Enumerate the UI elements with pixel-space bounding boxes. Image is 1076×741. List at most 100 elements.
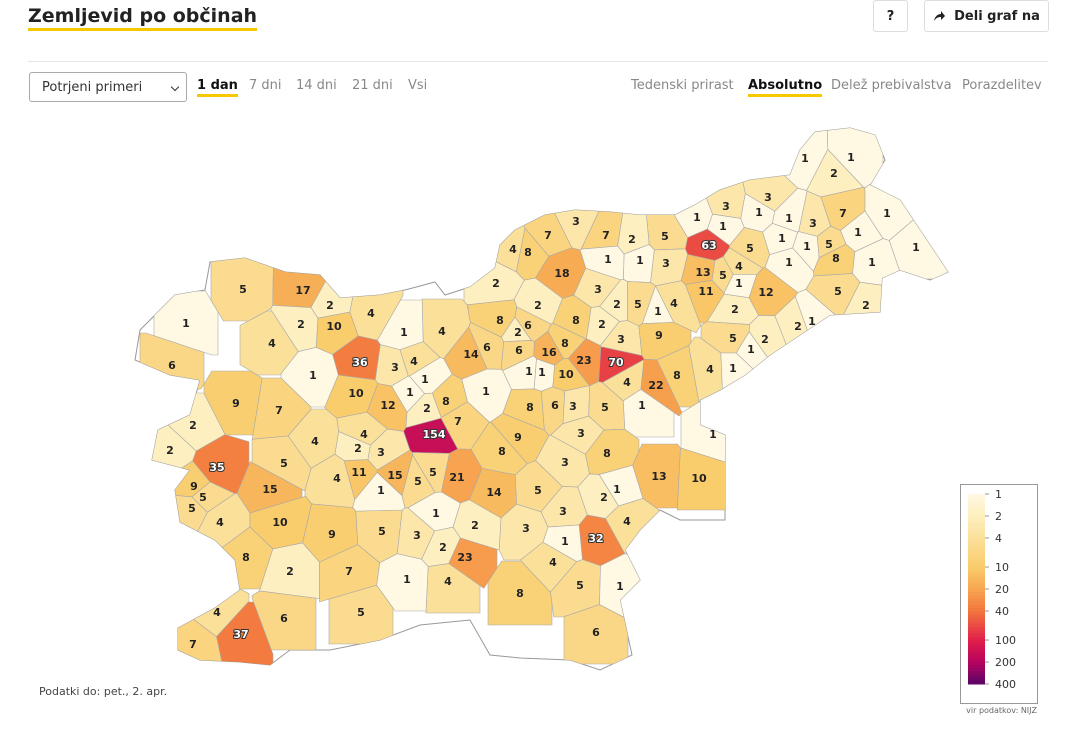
legend-swatch <box>968 557 985 561</box>
municipality-label: 5 <box>634 298 642 311</box>
period-tab[interactable]: 1 dan <box>197 78 238 97</box>
municipality-label: 2 <box>354 442 362 455</box>
municipality-label: 8 <box>524 246 532 259</box>
municipality-label: 10 <box>691 472 707 485</box>
legend-swatch <box>968 598 985 603</box>
legend-swatch <box>968 601 985 606</box>
municipality-label: 2 <box>326 299 334 312</box>
municipality-label: 2 <box>598 318 606 331</box>
period-tab[interactable]: 7 dni <box>249 78 282 93</box>
legend-swatch <box>968 630 985 634</box>
legend-swatch <box>968 497 985 501</box>
legend-swatch <box>968 532 985 536</box>
municipality-label: 5 <box>729 332 737 345</box>
municipality-label: 1 <box>735 277 743 290</box>
municipality-label: 5 <box>534 484 542 497</box>
municipality <box>498 503 549 561</box>
municipality-label: 35 <box>209 461 224 474</box>
municipality-label: 8 <box>526 401 534 414</box>
municipality-label: 5 <box>280 457 288 470</box>
municipality-label: 7 <box>454 415 462 428</box>
period-tab[interactable]: 14 dni <box>296 78 337 93</box>
period-tab[interactable]: Vsi <box>408 78 428 93</box>
legend-swatch <box>968 494 985 498</box>
municipality-label: 3 <box>391 361 399 374</box>
period-tab[interactable]: 21 dni <box>352 78 393 93</box>
legend-swatch <box>968 551 985 555</box>
municipality-label: 1 <box>400 326 408 339</box>
municipality-label: 1 <box>755 206 763 219</box>
municipality-label: 5 <box>429 466 437 479</box>
legend-swatch <box>968 680 985 685</box>
municipality-label: 21 <box>449 471 464 484</box>
municipality-label: 7 <box>839 207 847 220</box>
municipality-label: 5 <box>661 230 669 243</box>
municipality-label: 15 <box>387 469 402 482</box>
municipality-label: 23 <box>576 354 591 367</box>
municipality-label: 8 <box>498 445 506 458</box>
legend-swatch <box>968 655 985 660</box>
footnote: Podatki do: pet., 2. apr. <box>39 685 168 698</box>
municipality-label: 3 <box>662 257 670 270</box>
legend-swatch <box>968 516 985 520</box>
municipality <box>645 203 688 251</box>
municipality-label: 2 <box>761 333 769 346</box>
municipality-label: 6 <box>515 344 523 357</box>
legend-swatch <box>968 611 985 615</box>
municipality-label: 9 <box>514 431 522 444</box>
municipality-label: 2 <box>628 233 636 246</box>
municipality <box>563 604 629 665</box>
municipality-label: 1 <box>525 365 533 378</box>
legend-swatch <box>968 671 985 675</box>
municipality-label: 5 <box>825 238 833 251</box>
municipality-label: 2 <box>514 326 522 339</box>
municipality-label: 1 <box>912 241 920 254</box>
municipality-label: 1 <box>604 253 612 266</box>
municipality-label: 1 <box>432 507 440 520</box>
legend-swatch <box>968 636 985 641</box>
measure-select[interactable]: Potrjeni primeri <box>29 72 187 102</box>
mode-tab[interactable]: Tedenski prirast <box>631 78 734 93</box>
municipality-label: 1 <box>854 226 862 239</box>
municipality-label: 9 <box>190 480 198 493</box>
municipality-label: 2 <box>492 277 500 290</box>
legend-swatch <box>968 617 985 622</box>
municipality-label: 2 <box>862 299 870 312</box>
municipality-label: 3 <box>377 446 385 459</box>
share-button[interactable]: Deli graf na <box>924 0 1049 32</box>
municipality-label: 8 <box>832 252 840 265</box>
municipality-label: 10 <box>272 516 288 529</box>
municipality-label: 10 <box>558 368 574 381</box>
municipality-label: 6 <box>524 319 532 332</box>
municipality-label: 4 <box>438 325 446 338</box>
help-button[interactable]: ? <box>873 0 908 32</box>
legend-swatch <box>968 563 985 568</box>
legend-swatch <box>968 503 985 508</box>
municipality <box>421 298 471 359</box>
municipality-label: 13 <box>651 470 666 483</box>
municipality-label: 70 <box>608 356 624 369</box>
municipality-label: 63 <box>701 239 716 252</box>
divider <box>28 61 1048 62</box>
municipality <box>251 590 317 651</box>
municipality-label: 4 <box>216 516 224 529</box>
municipality <box>270 304 319 352</box>
mode-tab[interactable]: Delež prebivalstva <box>831 78 952 93</box>
municipality-label: 1 <box>638 399 646 412</box>
municipality-label: 1 <box>613 483 621 496</box>
municipality-label: 8 <box>496 314 504 327</box>
legend-swatch <box>968 589 985 593</box>
legend-swatch <box>968 639 985 644</box>
municipality-label: 2 <box>286 565 294 578</box>
legend-swatch <box>968 614 985 618</box>
municipality-label: 5 <box>601 401 609 414</box>
municipality-label: 5 <box>719 269 727 282</box>
municipality-label: 9 <box>328 528 336 541</box>
municipality-label: 1 <box>729 362 737 375</box>
mode-tab[interactable]: Porazdelitev <box>962 78 1042 93</box>
municipality-label: 4 <box>333 472 341 485</box>
mode-tab[interactable]: Absolutno <box>748 78 823 97</box>
municipality-label: 12 <box>380 399 395 412</box>
legend-label: 20 <box>995 583 1009 596</box>
municipality-label: 32 <box>588 532 603 545</box>
